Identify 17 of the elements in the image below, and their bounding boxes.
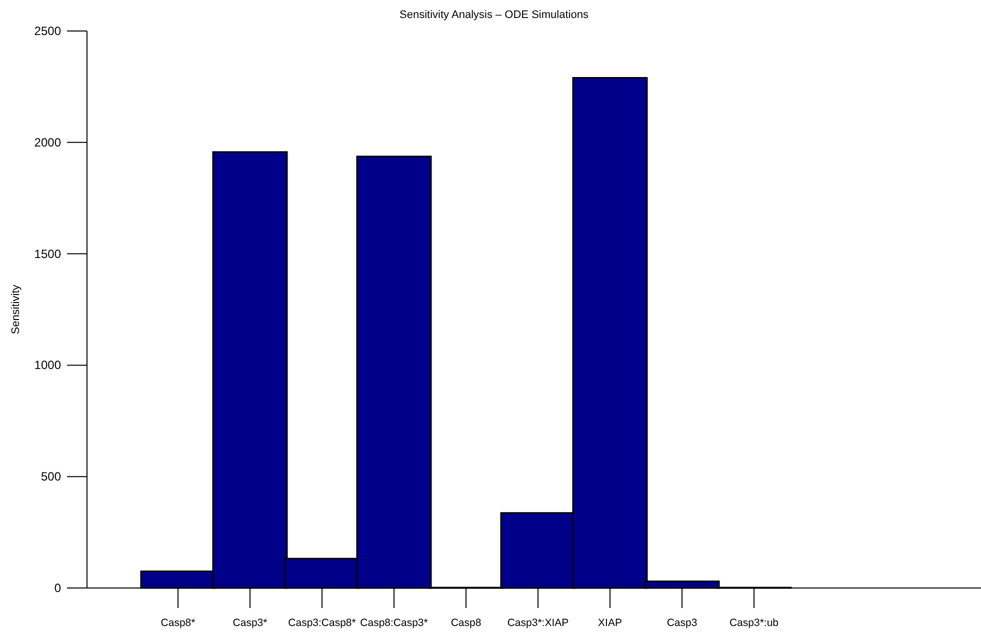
y-axis-title: Sensitivity: [10, 284, 22, 334]
chart-title: Sensitivity Analysis – ODE Simulations: [400, 9, 589, 21]
y-tick-label: 1000: [34, 358, 62, 372]
x-tick-label: XIAP: [598, 617, 622, 629]
y-tick-label: 2000: [34, 135, 62, 150]
y-tick-label: 500: [40, 470, 62, 484]
x-tick-label: Casp3*: [232, 617, 268, 629]
x-tick-label: Casp3*:XIAP: [507, 617, 569, 629]
x-tick-label: Casp8:Casp3*: [360, 617, 428, 629]
x-tick-label: Casp3*:ub: [729, 617, 779, 629]
x-tick-label: Casp8*: [160, 617, 196, 629]
x-tick-label: Casp3:Casp8*: [288, 617, 356, 629]
y-tick-label: 1500: [34, 246, 62, 261]
y-tick-label: 0: [54, 581, 62, 595]
x-tick-label: Casp3: [666, 617, 698, 629]
y-tick-label: 2500: [34, 24, 62, 38]
x-tick-label: Casp8: [450, 617, 482, 629]
